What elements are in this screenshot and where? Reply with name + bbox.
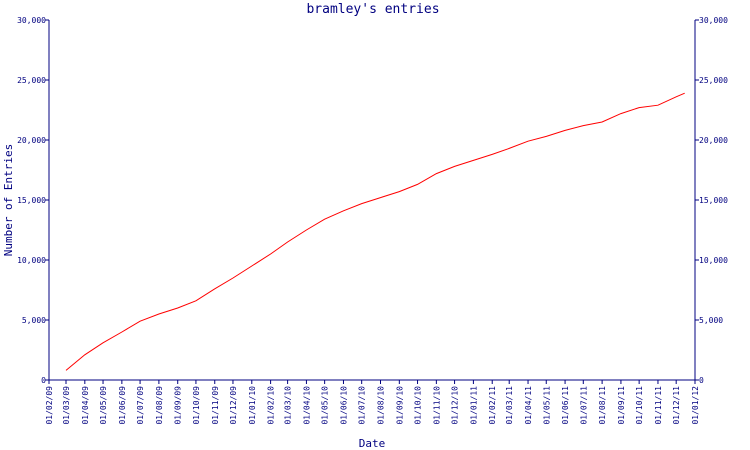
y-tick-label-left: 20,000 (17, 136, 46, 145)
y-tick-label-left: 5,000 (22, 316, 46, 325)
y-axis-label: Number of Entries (2, 144, 15, 257)
x-tick-label: 01/02/11 (488, 386, 497, 425)
x-tick-label: 01/12/09 (229, 386, 238, 425)
y-tick-label-right: 0 (699, 376, 704, 385)
x-tick-label: 01/03/11 (505, 386, 514, 425)
x-tick-label: 01/01/11 (469, 386, 478, 425)
x-tick-label: 01/07/11 (579, 386, 588, 425)
y-tick-label-right: 5,000 (699, 316, 723, 325)
y-tick-label-right: 10,000 (699, 256, 728, 265)
y-tick-label-right: 20,000 (699, 136, 728, 145)
x-tick-label: 01/04/11 (524, 386, 533, 425)
x-tick-label: 01/01/10 (248, 386, 257, 425)
x-ticks: 01/02/09 01/03/09 01/04/09 01/05/09 01/06/09… (45, 380, 700, 425)
x-tick-label: 01/12/10 (451, 386, 460, 425)
x-tick-label: 01/10/09 (192, 386, 201, 425)
y-ticks-left: 0 5,000 10,000 15,000 20,000 25,000 30,000 (17, 16, 49, 385)
x-tick-label: 01/04/10 (302, 386, 311, 425)
x-tick-label: 01/01/12 (691, 386, 700, 425)
y-tick-label-left: 10,000 (17, 256, 46, 265)
x-tick-label: 01/12/11 (672, 386, 681, 425)
x-tick-label: 01/08/11 (598, 386, 607, 425)
chart-title: bramley's entries (306, 2, 439, 17)
x-axis-label: Date (359, 437, 386, 450)
x-tick-label: 01/06/11 (561, 386, 570, 425)
x-tick-label: 01/05/11 (542, 386, 551, 425)
x-tick-label: 01/03/10 (284, 386, 293, 425)
x-tick-label: 01/10/10 (414, 386, 423, 425)
x-tick-label: 01/09/10 (395, 386, 404, 425)
x-tick-label: 01/10/11 (635, 386, 644, 425)
x-tick-label: 01/04/09 (81, 386, 90, 425)
series-group (65, 92, 685, 371)
x-tick-label: 01/07/10 (358, 386, 367, 425)
y-tick-label-left: 15,000 (17, 196, 46, 205)
x-tick-label: 01/05/10 (321, 386, 330, 425)
x-tick-label: 01/06/09 (118, 386, 127, 425)
x-tick-label: 01/11/11 (654, 386, 663, 425)
x-tick-label: 01/02/09 (45, 386, 54, 425)
x-tick-label: 01/08/09 (155, 386, 164, 425)
y-tick-label-right: 15,000 (699, 196, 728, 205)
y-tick-label-left: 30,000 (17, 16, 46, 25)
y-tick-label-right: 30,000 (699, 16, 728, 25)
x-tick-label: 01/05/09 (99, 386, 108, 425)
x-tick-label: 01/08/10 (377, 386, 386, 425)
y-tick-label-left: 0 (41, 376, 46, 385)
y-ticks-right: 0 5,000 10,000 15,000 20,000 25,000 30,000 (695, 16, 728, 385)
x-tick-label: 01/06/10 (339, 386, 348, 425)
x-tick-label: 01/11/09 (211, 386, 220, 425)
x-tick-label: 01/11/10 (432, 386, 441, 425)
x-tick-label: 01/09/09 (174, 386, 183, 425)
series-line (65, 92, 685, 371)
x-tick-label: 01/09/11 (617, 386, 626, 425)
y-tick-label-left: 25,000 (17, 76, 46, 85)
x-tick-label: 01/03/09 (62, 386, 71, 425)
x-tick-label: 01/02/10 (267, 386, 276, 425)
x-tick-label: 01/07/09 (136, 386, 145, 425)
y-tick-label-right: 25,000 (699, 76, 728, 85)
